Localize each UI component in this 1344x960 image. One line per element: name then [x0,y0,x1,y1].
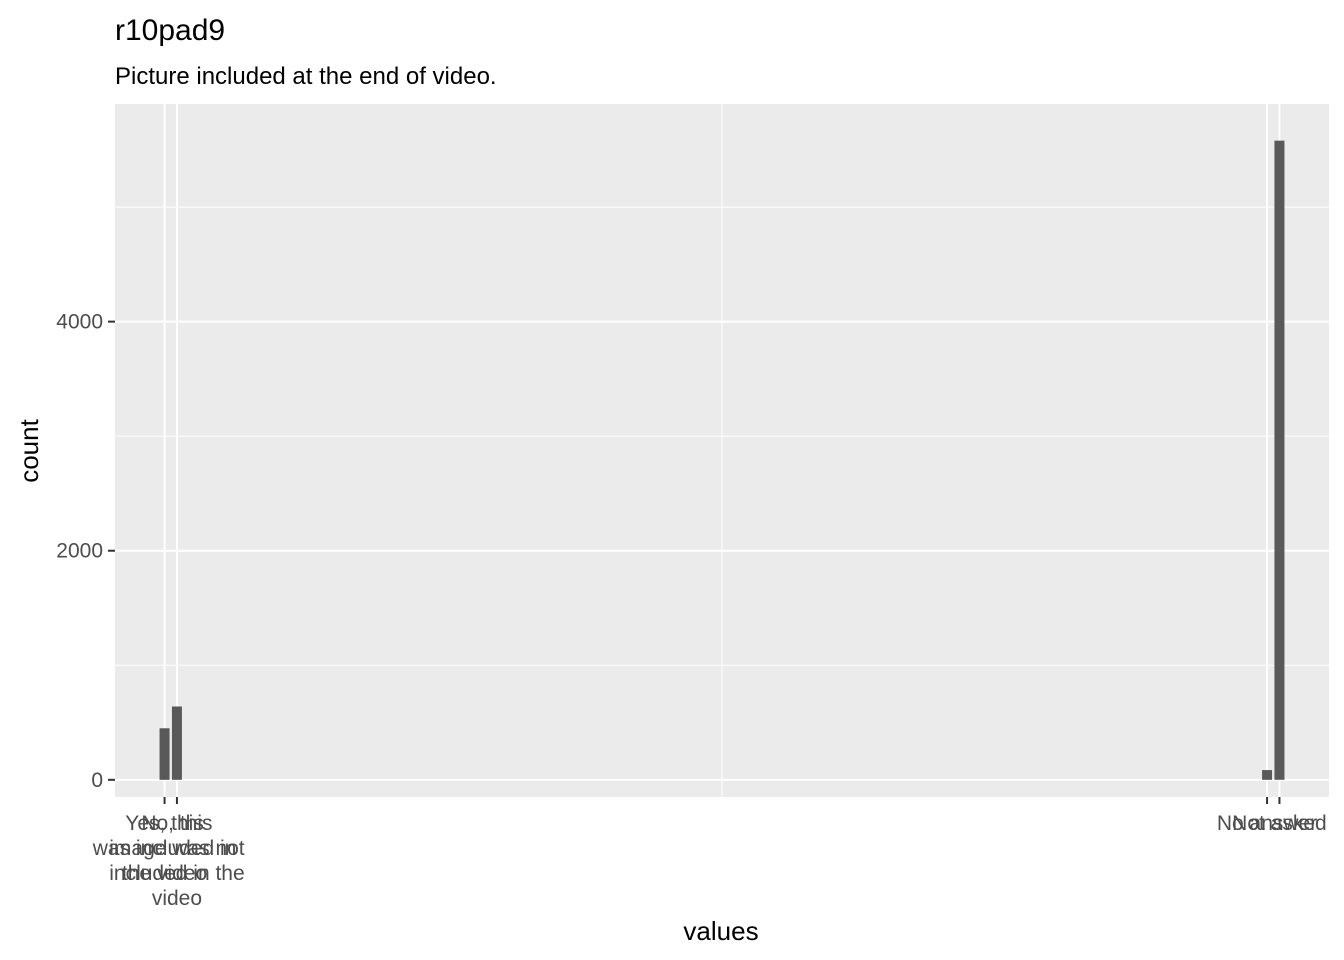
x-tick-label: No answer [1217,812,1317,835]
y-axis-title: count [14,418,44,482]
y-tick-label: 0 [91,769,103,792]
chart-subtitle: Picture included at the end of video. [115,63,497,90]
x-tick-label: Yes, this was included in the video [92,812,237,885]
minor-gridlines [115,104,1329,797]
y-axis: 0 2000 4000 [56,311,115,792]
y-tick-label: 4000 [56,311,103,334]
bar [171,706,182,780]
y-tick-label: 2000 [56,540,103,563]
x-axis-title: values [683,916,758,946]
x-tick-label: Not asked [1232,812,1327,835]
bar [1274,140,1285,780]
chart-title: r10pad9 [115,14,225,47]
bar [1262,770,1273,780]
x-tick-label: No, this image was not included in the vide… [109,812,245,910]
bars-group [159,140,1285,780]
bar [159,728,170,780]
